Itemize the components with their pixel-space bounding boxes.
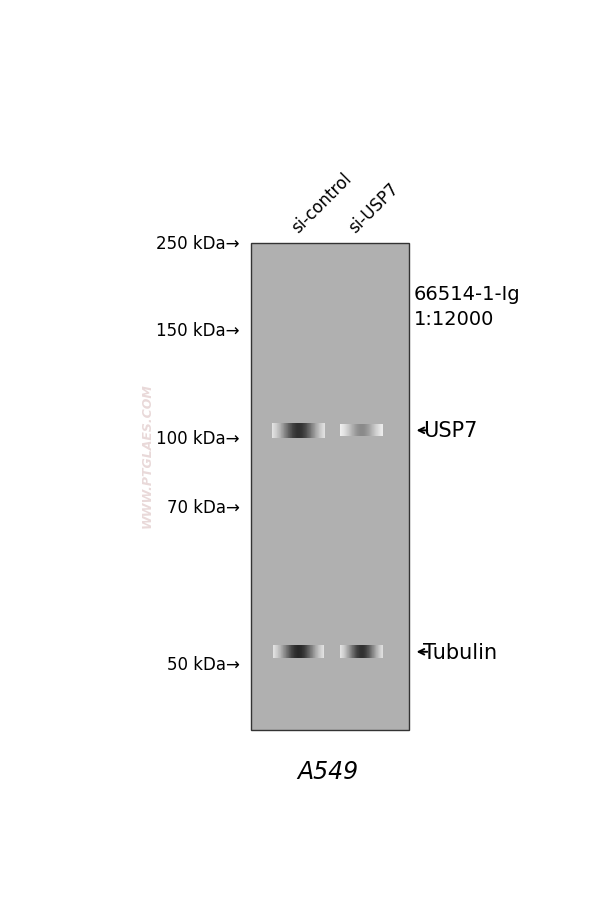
Text: 70 kDa→: 70 kDa→: [167, 499, 240, 517]
Text: WWW.PTGLAES.COM: WWW.PTGLAES.COM: [140, 383, 153, 528]
Text: si-USP7: si-USP7: [346, 179, 403, 236]
Text: 66514-1-Ig
1:12000: 66514-1-Ig 1:12000: [414, 284, 521, 328]
Text: 50 kDa→: 50 kDa→: [167, 655, 240, 673]
Text: 100 kDa→: 100 kDa→: [156, 429, 240, 447]
Text: A549: A549: [297, 759, 358, 784]
Bar: [252, 244, 409, 730]
Text: Tubulin: Tubulin: [423, 642, 497, 662]
Text: 250 kDa→: 250 kDa→: [156, 235, 240, 253]
Text: 150 kDa→: 150 kDa→: [156, 321, 240, 339]
Text: USP7: USP7: [423, 421, 477, 441]
Text: si-control: si-control: [288, 170, 355, 236]
